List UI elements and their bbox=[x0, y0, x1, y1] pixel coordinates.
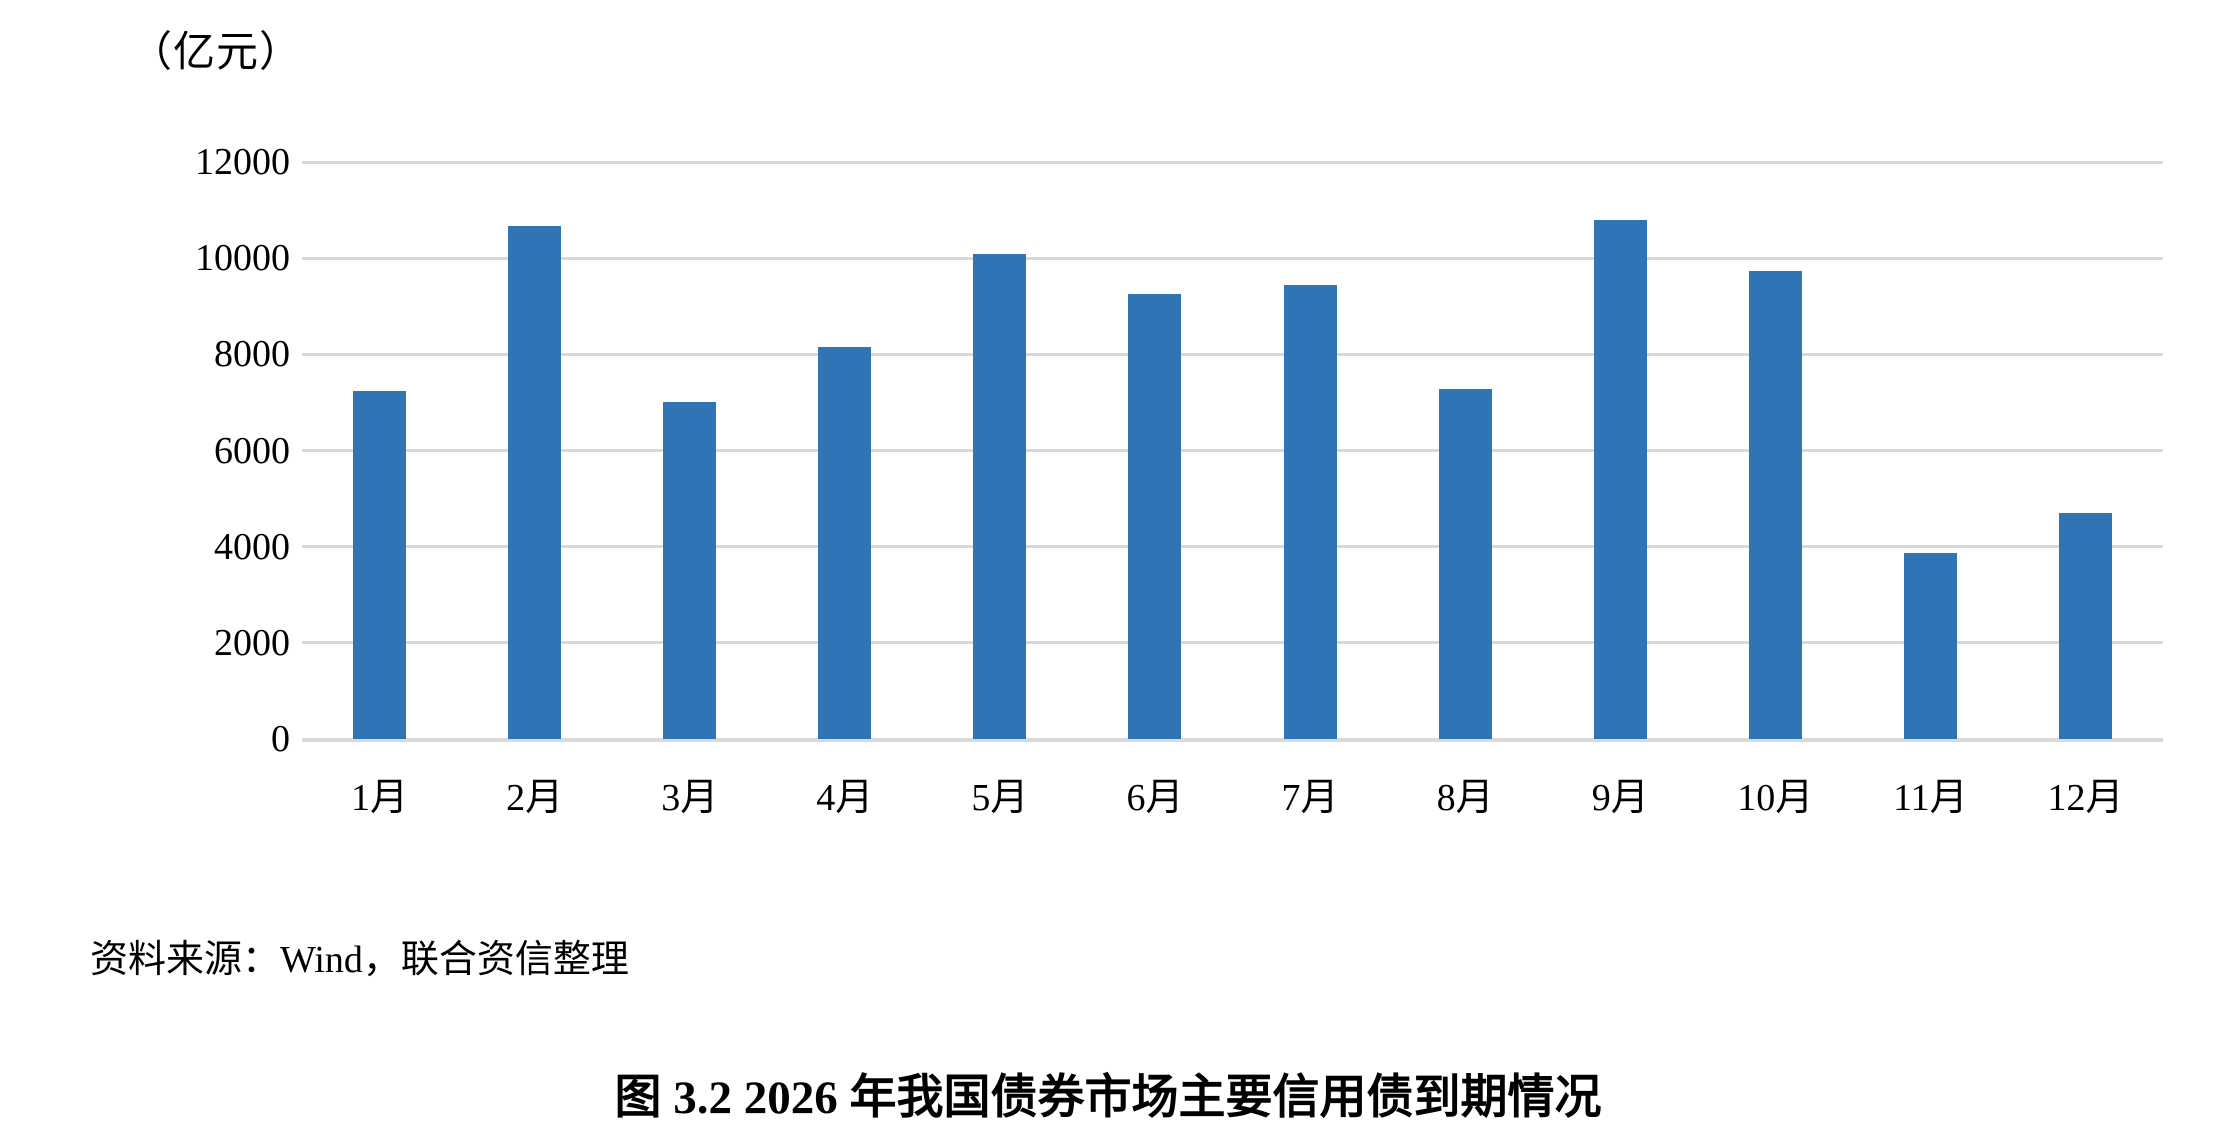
x-axis-label: 3月 bbox=[661, 777, 719, 819]
x-axis-label: 7月 bbox=[1281, 777, 1339, 819]
x-axis-label: 11月 bbox=[1893, 777, 1968, 819]
y-axis-tick-label: 4000 bbox=[214, 525, 290, 568]
bar-9月 bbox=[1593, 220, 1647, 739]
x-axis-label: 9月 bbox=[1591, 777, 1649, 819]
y-axis-tick-label: 8000 bbox=[214, 333, 290, 376]
y-gridline bbox=[302, 449, 2163, 452]
x-axis-label: 8月 bbox=[1436, 777, 1494, 819]
x-axis-line bbox=[302, 737, 2163, 742]
bar-6月 bbox=[1128, 294, 1182, 739]
bar-11月 bbox=[1903, 552, 1957, 739]
y-axis-unit-label: （亿元） bbox=[130, 30, 303, 76]
source-note: 资料来源：Wind，联合资信整理 bbox=[90, 939, 629, 981]
bar-12月 bbox=[2058, 513, 2112, 739]
x-axis-label: 2月 bbox=[506, 777, 564, 819]
y-gridline bbox=[302, 641, 2163, 645]
y-gridline bbox=[302, 160, 2163, 164]
y-gridline bbox=[302, 545, 2163, 549]
y-axis-tick-label: 12000 bbox=[195, 141, 290, 183]
y-gridline bbox=[302, 352, 2163, 356]
x-axis-label: 10月 bbox=[1737, 777, 1814, 819]
x-axis-label: 4月 bbox=[816, 777, 874, 819]
x-axis-label: 5月 bbox=[971, 777, 1029, 819]
y-axis-tick-label: 6000 bbox=[214, 429, 290, 472]
x-axis-label: 12月 bbox=[2047, 777, 2124, 819]
bar-2月 bbox=[508, 225, 562, 739]
bar-chart-plot-area: 0 2000 4000 6000 8000 10000 12000 1月 2月 3月 4月 5月 6月 7… bbox=[195, 141, 2163, 819]
y-axis-tick-label: 0 bbox=[271, 718, 290, 760]
y-axis-tick-label: 10000 bbox=[195, 237, 290, 280]
bar-8月 bbox=[1438, 389, 1492, 739]
bar-7月 bbox=[1283, 285, 1337, 739]
y-gridline bbox=[302, 256, 2163, 260]
bar-5月 bbox=[973, 253, 1027, 739]
bar-10月 bbox=[1748, 271, 1802, 739]
bar-3月 bbox=[663, 402, 717, 739]
bar-4月 bbox=[818, 346, 872, 739]
figure-title: 图 3.2 2026 年我国债券市场主要信用债到期情况 bbox=[614, 1072, 1602, 1124]
bar-1月 bbox=[353, 390, 407, 739]
x-axis-label: 1月 bbox=[351, 777, 409, 819]
x-axis-label: 6月 bbox=[1126, 777, 1184, 819]
y-axis-tick-label: 2000 bbox=[214, 621, 290, 664]
